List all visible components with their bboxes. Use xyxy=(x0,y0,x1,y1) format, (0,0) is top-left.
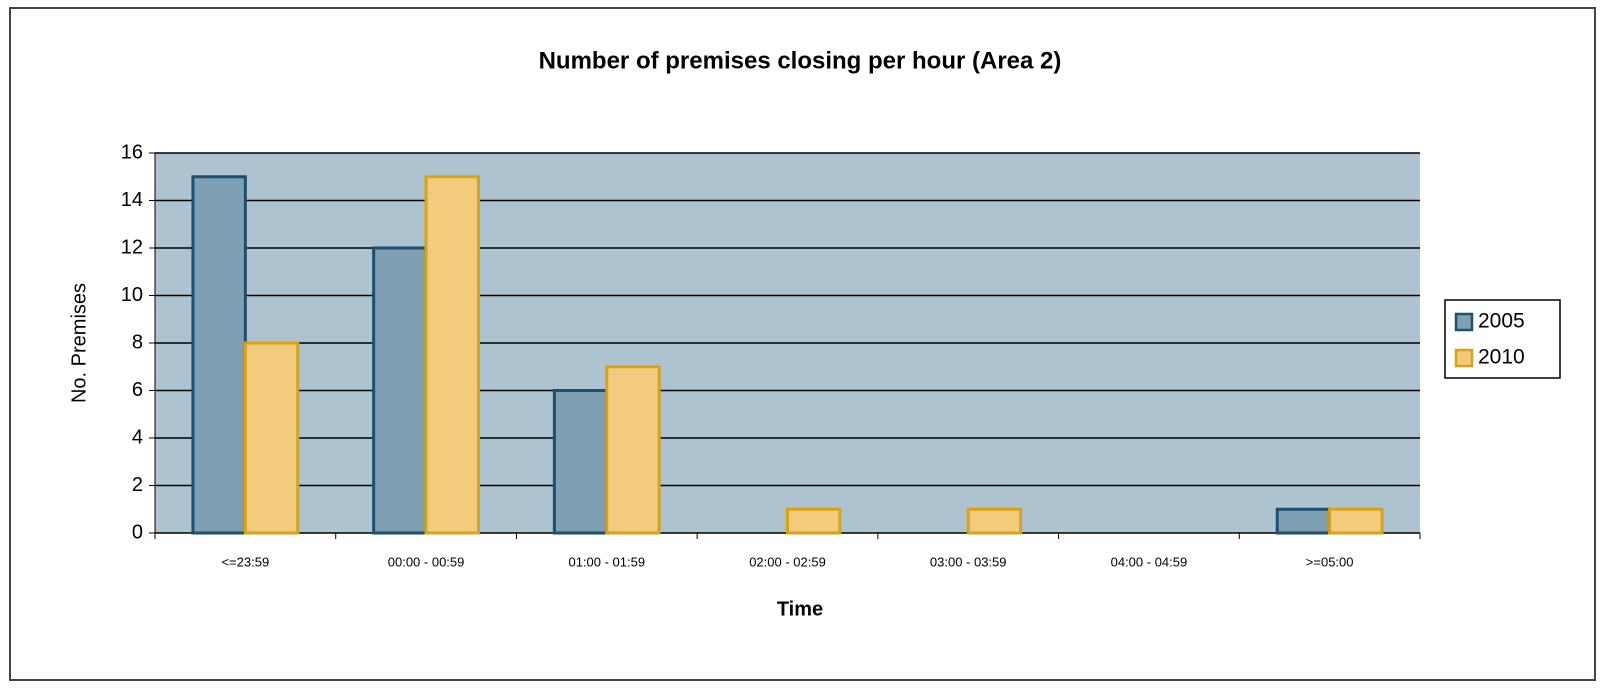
y-tick-label: 10 xyxy=(121,284,143,306)
y-tick-label: 8 xyxy=(132,331,143,353)
x-tick-label: >=05:00 xyxy=(1306,554,1354,569)
y-axis-label: No. Premises xyxy=(68,283,90,403)
x-tick-label: <=23:59 xyxy=(221,554,269,569)
x-tick-label: 02:00 - 02:59 xyxy=(749,554,826,569)
y-tick-label: 12 xyxy=(121,236,143,258)
bar xyxy=(786,507,842,535)
bar xyxy=(424,175,480,535)
legend-label: 2005 xyxy=(1478,310,1525,333)
x-tick-label: 03:00 - 03:59 xyxy=(930,554,1007,569)
y-tick-label: 0 xyxy=(132,521,143,543)
bar xyxy=(1275,507,1332,535)
bar xyxy=(243,341,300,535)
legend-swatch xyxy=(1454,348,1474,368)
y-tick-label: 4 xyxy=(132,426,143,448)
bar xyxy=(966,507,1023,535)
y-tick-label: 14 xyxy=(121,189,143,211)
bar xyxy=(191,175,247,535)
y-tick-label: 16 xyxy=(121,141,143,163)
chart-title: Number of premises closing per hour (Are… xyxy=(539,47,1062,74)
bar xyxy=(552,389,609,535)
bar xyxy=(372,246,428,535)
bar xyxy=(1328,507,1384,535)
x-tick-label: 04:00 - 04:59 xyxy=(1111,554,1188,569)
legend-label: 2010 xyxy=(1478,346,1525,369)
legend-swatch xyxy=(1454,312,1474,332)
x-tick-label: 00:00 - 00:59 xyxy=(388,554,465,569)
y-tick-label: 2 xyxy=(132,474,143,496)
y-tick-label: 6 xyxy=(132,379,143,401)
bar xyxy=(605,365,661,535)
x-tick-label: 01:00 - 01:59 xyxy=(568,554,645,569)
x-axis-label: Time xyxy=(777,598,823,620)
